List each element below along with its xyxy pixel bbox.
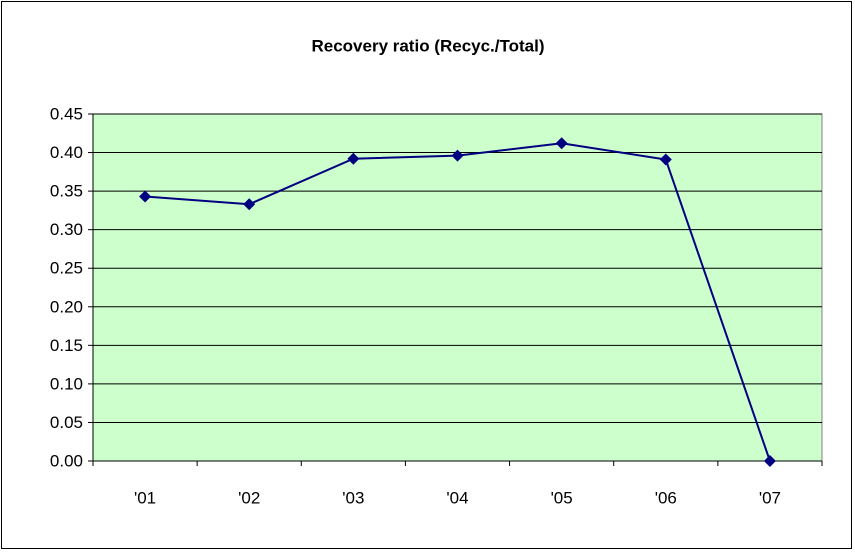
x-tick-label: '03: [342, 488, 364, 507]
marker: [347, 152, 360, 165]
marker: [243, 198, 256, 211]
marker: [659, 153, 672, 166]
x-tick-label: '01: [134, 488, 156, 507]
y-tick-label: 0.10: [50, 374, 83, 393]
y-tick-label: 0.30: [50, 220, 83, 239]
y-tick-label: 0.05: [50, 413, 83, 432]
x-tick-label: '06: [655, 488, 677, 507]
x-tick-label: '04: [446, 488, 468, 507]
marker: [139, 190, 152, 203]
y-tick-label: 0.25: [50, 259, 83, 278]
y-tick-label: 0.20: [50, 297, 83, 316]
marker: [451, 149, 464, 162]
x-tick-label: '02: [238, 488, 260, 507]
y-tick-label: 0.15: [50, 336, 83, 355]
y-tick-label: 0.35: [50, 182, 83, 201]
x-tick-label: '05: [551, 488, 573, 507]
x-tick-label: '07: [759, 488, 781, 507]
marker: [555, 137, 568, 150]
marker: [763, 455, 776, 467]
y-tick-label: 0.00: [50, 451, 83, 470]
chart-title: Recovery ratio (Recyc./Total): [311, 36, 544, 55]
y-tick-label: 0.45: [50, 104, 83, 123]
y-tick-label: 0.40: [50, 143, 83, 162]
plot-area: [92, 113, 823, 462]
